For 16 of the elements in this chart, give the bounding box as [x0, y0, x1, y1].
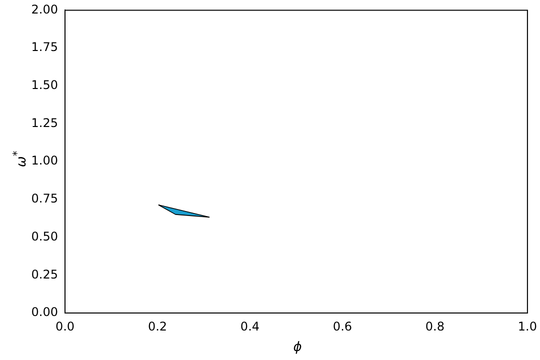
y-tick-label: 0.25 [31, 267, 58, 282]
x-tick-label: 0.0 [55, 319, 75, 334]
y-tick-label: 0.00 [31, 305, 58, 320]
x-tick-label: 0.4 [240, 319, 260, 334]
x-tick-label: 1.0 [518, 319, 538, 334]
y-tick-label: 1.50 [31, 78, 58, 92]
y-tick-label: 0.75 [31, 192, 58, 206]
x-axis-title: ϕ [292, 340, 303, 355]
y-tick-label: 2.00 [31, 2, 58, 16]
y-tick-label: 1.75 [31, 40, 58, 54]
x-tick-label: 0.6 [332, 319, 352, 334]
x-tick-label: 0.8 [425, 319, 445, 334]
y-tick-label: 0.50 [31, 229, 58, 244]
y-tick-label: 1.25 [31, 116, 58, 130]
x-tick-label: 0.2 [148, 319, 168, 334]
y-tick-label: 1.00 [31, 154, 58, 168]
